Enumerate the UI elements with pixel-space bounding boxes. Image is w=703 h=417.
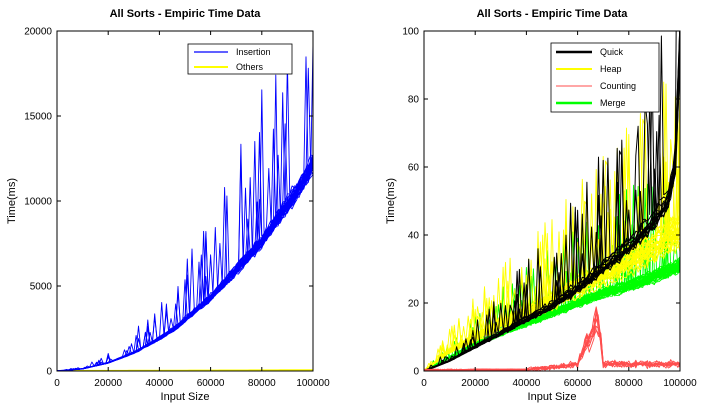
chart-left-series-insertion-line <box>57 163 313 371</box>
chart-left-y-tick-label: 10000 <box>24 197 52 208</box>
chart-right-x-tick-label: 100000 <box>663 378 697 389</box>
chart-right-y-tick-label: 80 <box>408 95 420 106</box>
chart-left-y-tick-label: 5000 <box>30 282 53 293</box>
chart-right-series-quick-run <box>424 31 680 371</box>
chart-left-x-tick-label: 80000 <box>248 378 276 389</box>
chart-right-x-tick-label: 40000 <box>512 378 540 389</box>
legend-label-quick: Quick <box>600 47 624 57</box>
chart-right-title: All Sorts - Empiric Time Data <box>477 8 629 20</box>
chart-left-series-insertion-run <box>57 164 313 371</box>
chart-left-series-insertion-run <box>57 56 313 371</box>
chart-left-x-axis-label: Input Size <box>161 391 210 403</box>
chart-left-series-insertion-run <box>57 171 313 371</box>
chart-right-y-tick-label: 20 <box>408 299 420 310</box>
chart-left-series-insertion-run <box>57 165 313 371</box>
chart-right-x-tick-label: 20000 <box>461 378 489 389</box>
chart-left-title: All Sorts - Empiric Time Data <box>110 8 262 20</box>
chart-left-y-tick-label: 0 <box>46 367 52 378</box>
legend-label-counting: Counting <box>600 81 636 91</box>
chart-right-legend: Quick Heap Counting Merge <box>550 42 660 113</box>
chart-left-series-insertion-run <box>57 166 313 371</box>
chart-right-x-tick-label: 0 <box>421 378 427 389</box>
legend-label-heap: Heap <box>600 64 622 74</box>
chart-right-y-tick-label: 100 <box>402 27 419 38</box>
chart-left-series-insertion-run <box>57 163 313 371</box>
chart-left-legend: Insertion Others <box>187 43 293 75</box>
chart-right: All Sorts - Empiric Time Data 0 20000 4000… <box>385 8 697 403</box>
chart-right-y-axis-label: Time(ms) <box>385 178 397 224</box>
chart-left-x-tick-label: 40000 <box>145 378 173 389</box>
chart-right-x-tick-label: 60000 <box>564 378 592 389</box>
chart-left-series-insertion-run <box>57 128 313 371</box>
chart-left-y-tick-label: 20000 <box>24 27 52 38</box>
chart-right-x-tick-label: 80000 <box>615 378 643 389</box>
chart-right-axes-box <box>423 30 681 372</box>
chart-right-series-counting-line <box>424 313 680 371</box>
chart-left-ticks: 0 20000 40000 60000 80000 100000 0 5000 10000 150… <box>24 27 330 390</box>
chart-left-y-tick-label: 15000 <box>24 112 52 123</box>
chart-right-y-tick-label: 40 <box>408 231 420 242</box>
chart-right-series-merge-line <box>424 264 680 371</box>
chart-left-series-insertion-run <box>57 169 313 371</box>
legend-label-insertion: Insertion <box>236 47 271 57</box>
chart-left-x-tick-label: 0 <box>54 378 60 389</box>
chart-left-series-insertion-run <box>57 167 313 371</box>
chart-right-series-quick-line <box>424 47 680 371</box>
legend-label-others: Others <box>236 62 264 72</box>
chart-right-legend-box <box>550 42 660 113</box>
chart-left-series-insertion-run <box>57 170 313 371</box>
chart-left-series-insertion-run <box>57 60 313 371</box>
chart-left-y-axis-label: Time(ms) <box>6 178 18 224</box>
chart-left: All Sorts - Empiric Time Data 0 20000 4000… <box>6 8 330 403</box>
chart-left-series-insertion-run <box>57 169 313 371</box>
chart-right-y-tick-label: 60 <box>408 163 420 174</box>
chart-right-y-tick-label: 0 <box>413 367 419 378</box>
legend-label-merge: Merge <box>600 98 626 108</box>
chart-left-x-tick-label: 20000 <box>94 378 122 389</box>
chart-left-x-tick-label: 100000 <box>296 378 330 389</box>
chart-left-legend-box <box>187 43 293 75</box>
chart-left-x-tick-label: 60000 <box>197 378 225 389</box>
chart-left-series-insertion-run <box>57 163 313 371</box>
chart-left-plot-area <box>57 43 313 371</box>
chart-right-ticks: 0 20000 40000 60000 80000 100000 0 20 40 60 80 100 <box>402 27 697 390</box>
chart-left-series-insertion-run <box>57 166 313 371</box>
chart-right-x-axis-label: Input Size <box>528 391 577 403</box>
chart-right-plot-area <box>424 31 680 371</box>
